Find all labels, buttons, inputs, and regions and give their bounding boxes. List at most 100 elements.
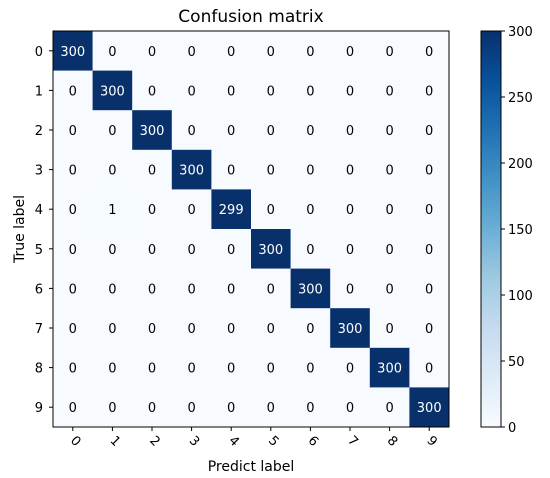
x-tick-label-1: 1: [107, 433, 123, 449]
heatmap-cell-r3-c6: [290, 149, 331, 190]
heatmap-cell-r8-c7: [330, 347, 371, 388]
heatmap-cell-r3-c5: [251, 149, 291, 190]
heatmap-cell-r1-c1: [92, 70, 133, 111]
heatmap-cell-r7-c8: [369, 308, 410, 349]
cell-value-r7-c4: 0: [227, 322, 235, 337]
cell-value-r8-c6: 0: [306, 362, 314, 377]
heatmap-cell-r4-c6: [290, 189, 331, 230]
heatmap-cell-r0-c2: [132, 31, 173, 71]
heatmap-cell-r4-c9: [409, 189, 450, 230]
cell-value-r6-c6: 300: [298, 282, 323, 297]
cell-value-r5-c2: 0: [148, 243, 156, 258]
heatmap-cell-r2-c8: [369, 110, 410, 151]
heatmap-cell-r6-c6: [290, 268, 331, 309]
heatmap-cell-r1-c6: [290, 70, 331, 111]
cell-value-r8-c3: 0: [187, 362, 195, 377]
cell-value-r4-c1: 1: [108, 203, 116, 218]
cell-value-r8-c4: 0: [227, 362, 235, 377]
cell-value-r4-c8: 0: [385, 203, 393, 218]
heatmap-cell-r8-c2: [132, 347, 173, 388]
cell-value-r1-c1: 300: [100, 84, 125, 99]
colorbar-ticks: 0 50 100 150 200 250 300: [501, 25, 533, 436]
cell-value-r2-c8: 0: [385, 124, 393, 139]
x-tick-label-4: 4: [225, 433, 241, 449]
cell-value-r4-c3: 0: [187, 203, 195, 218]
cell-value-r6-c1: 0: [108, 282, 116, 297]
y-tick-label-4: 4: [35, 203, 43, 218]
cell-value-r2-c5: 0: [267, 124, 275, 139]
heatmap-cell-r6-c7: [330, 268, 371, 309]
cell-value-r0-c7: 0: [346, 45, 354, 60]
heatmap-cell-r6-c4: [211, 268, 252, 309]
cell-value-r1-c3: 0: [187, 84, 195, 99]
heatmap-cell-r5-c1: [92, 229, 133, 269]
cell-value-r7-c7: 300: [338, 322, 363, 337]
cell-value-r1-c4: 0: [227, 84, 235, 99]
heatmap-cell-r2-c0: [53, 110, 93, 151]
cell-value-r5-c0: 0: [69, 243, 77, 258]
cell-value-r6-c0: 0: [69, 282, 77, 297]
cell-value-r9-c1: 0: [108, 401, 116, 416]
cell-value-r2-c1: 0: [108, 124, 116, 139]
cell-value-r7-c9: 0: [425, 322, 433, 337]
cell-value-r8-c7: 0: [346, 362, 354, 377]
heatmap-cell-r3-c1: [92, 149, 133, 190]
heatmap-cell-r0-c9: [409, 31, 450, 71]
x-tick-label-8: 8: [384, 433, 400, 449]
cell-value-r0-c9: 0: [425, 45, 433, 60]
colorbar-tick-label-2: 100: [508, 289, 533, 304]
cell-value-r1-c5: 0: [267, 84, 275, 99]
cell-value-r9-c6: 0: [306, 401, 314, 416]
heatmap-cell-r7-c0: [53, 308, 93, 349]
heatmap-cell-r7-c4: [211, 308, 252, 349]
cell-value-r4-c2: 0: [148, 203, 156, 218]
colorbar: [480, 30, 502, 428]
heatmap-cell-r2-c5: [251, 110, 291, 151]
heatmap-cell-r4-c3: [171, 189, 212, 230]
heatmap-cell-r0-c5: [251, 31, 291, 71]
y-tick-label-0: 0: [35, 45, 43, 60]
cell-value-r1-c0: 0: [69, 84, 77, 99]
cell-value-r6-c3: 0: [187, 282, 195, 297]
cell-value-r1-c6: 0: [306, 84, 314, 99]
heatmap-cell-r8-c5: [251, 347, 291, 388]
y-tick-label-7: 7: [35, 322, 43, 337]
cell-value-r3-c5: 0: [267, 164, 275, 179]
heatmap-cell-r1-c7: [330, 70, 371, 111]
cell-value-r0-c4: 0: [227, 45, 235, 60]
colorbar-tick-label-1: 50: [508, 355, 525, 370]
heatmap-cell-r9-c4: [211, 387, 252, 428]
colorbar-tick-label-5: 250: [508, 91, 533, 106]
heatmap-cell-r7-c6: [290, 308, 331, 349]
heatmap-cells: [53, 31, 450, 428]
cell-value-r2-c2: 300: [140, 124, 165, 139]
cell-value-r9-c5: 0: [267, 401, 275, 416]
cell-value-r0-c3: 0: [187, 45, 195, 60]
heatmap-cell-r9-c5: [251, 387, 291, 428]
cell-value-r5-c1: 0: [108, 243, 116, 258]
heatmap-cell-r7-c2: [132, 308, 173, 349]
cell-value-r2-c4: 0: [227, 124, 235, 139]
heatmap-cell-r0-c3: [171, 31, 212, 71]
cell-value-r3-c1: 0: [108, 164, 116, 179]
cell-value-r7-c5: 0: [267, 322, 275, 337]
heatmap-cell-r4-c2: [132, 189, 173, 230]
cell-value-r2-c9: 0: [425, 124, 433, 139]
heatmap-cell-r8-c0: [53, 347, 93, 388]
heatmap-cell-r9-c1: [92, 387, 133, 428]
heatmap-cell-r5-c8: [369, 229, 410, 269]
cell-value-r0-c0: 300: [60, 45, 85, 60]
cell-value-r9-c0: 0: [69, 401, 77, 416]
y-tick-label-2: 2: [35, 124, 43, 139]
cell-value-r3-c9: 0: [425, 164, 433, 179]
heatmap-cell-r8-c3: [171, 347, 212, 388]
y-axis-ticks: 0 1 2 3 4 5 6 7 8 9: [35, 45, 53, 416]
cell-value-r3-c2: 0: [148, 164, 156, 179]
cell-value-r6-c9: 0: [425, 282, 433, 297]
cell-value-r8-c2: 0: [148, 362, 156, 377]
cell-value-r1-c2: 0: [148, 84, 156, 99]
x-axis-ticks: 0 1 2 3 4 5 6 7 8 9: [67, 427, 440, 450]
cell-value-r5-c3: 0: [187, 243, 195, 258]
heatmap-cell-r2-c2: [132, 110, 173, 151]
